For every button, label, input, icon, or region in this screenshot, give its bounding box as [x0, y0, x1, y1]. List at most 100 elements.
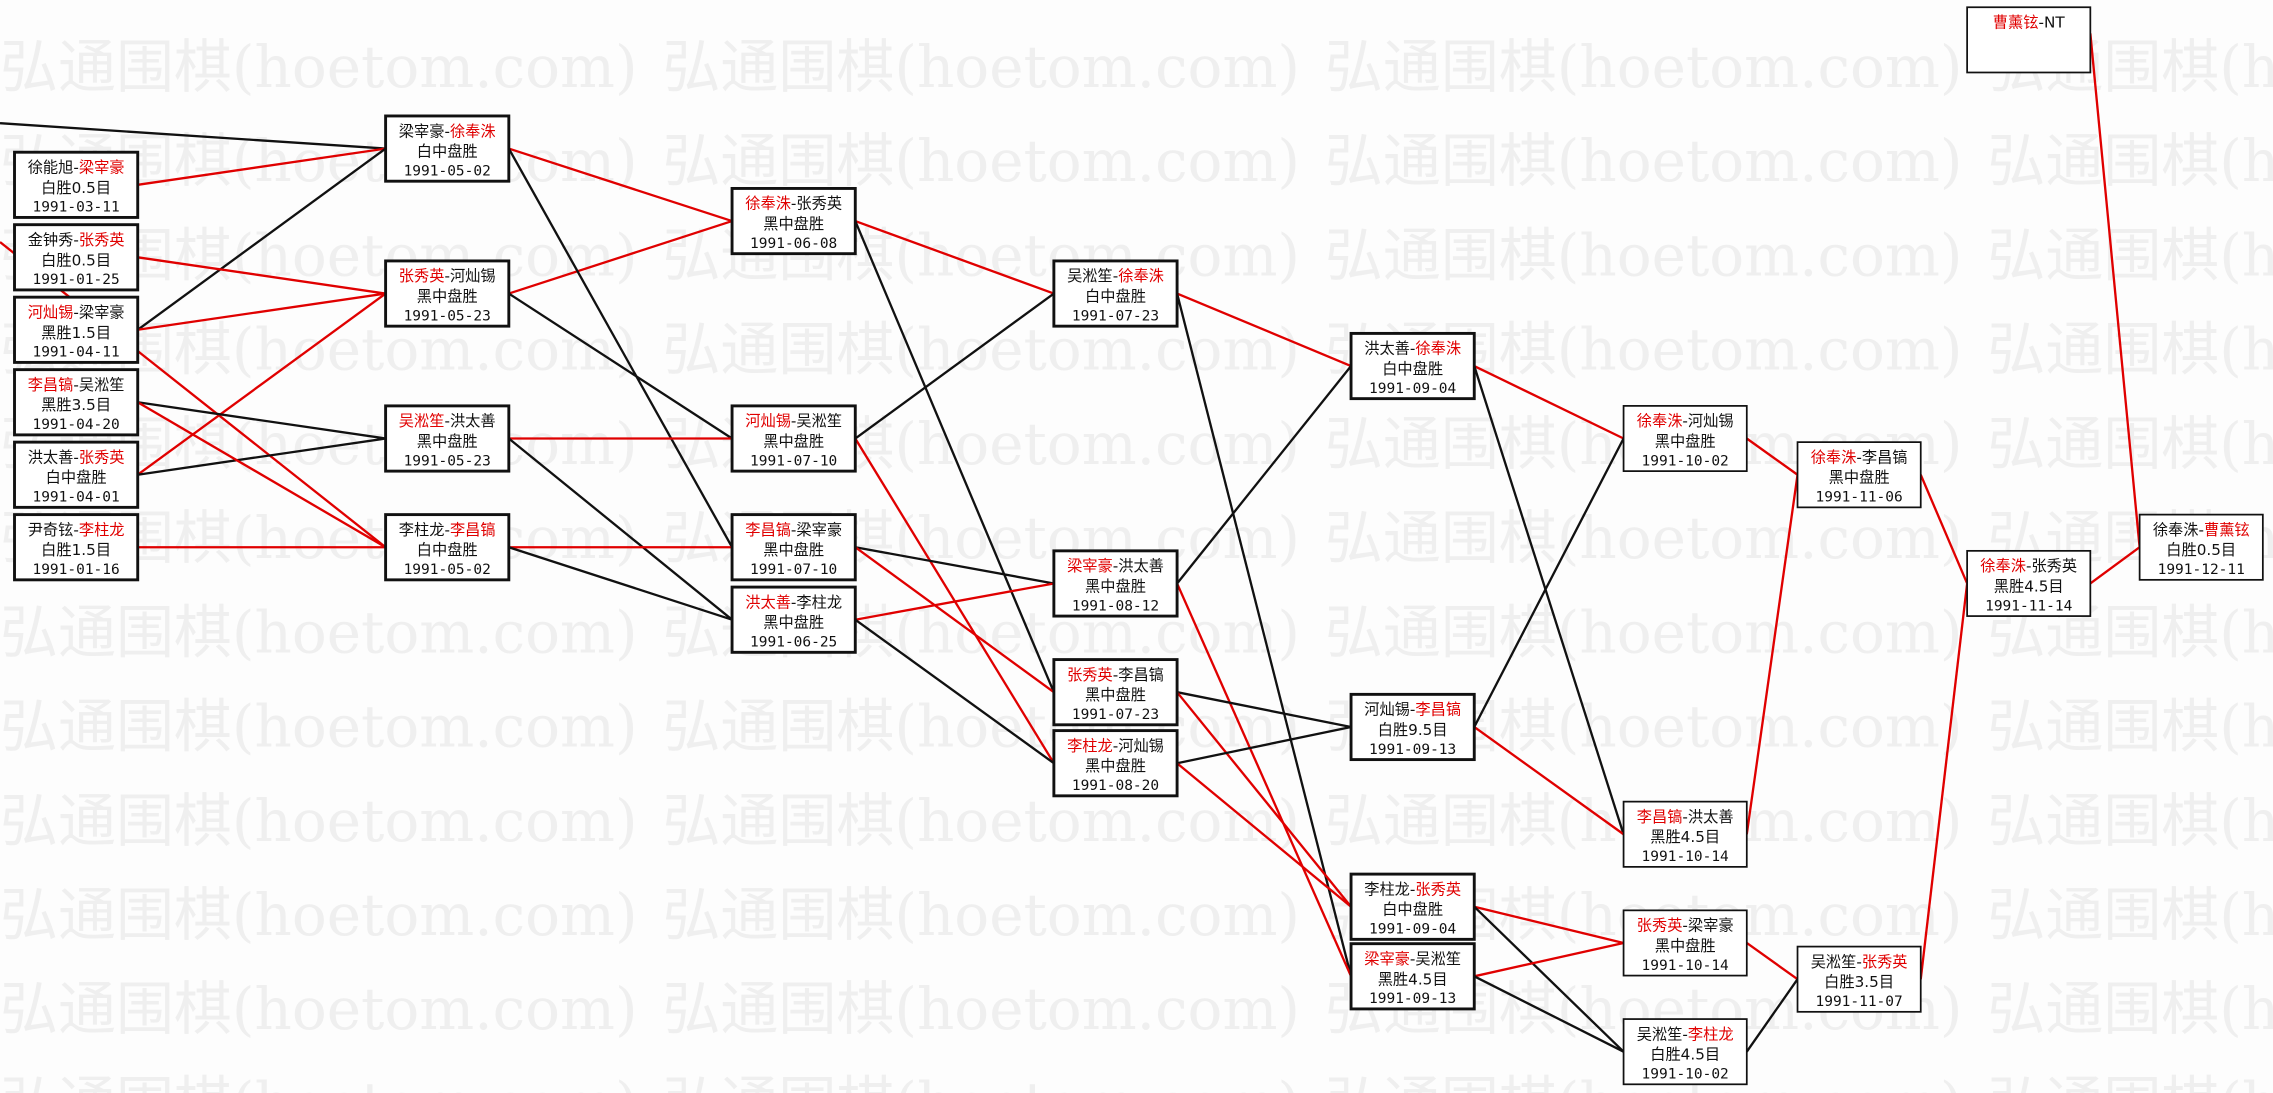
loser-advance-line — [507, 148, 734, 548]
player-separator: - — [444, 267, 450, 285]
winner-advance-line — [854, 219, 1055, 295]
white-player: 张秀英 — [1862, 953, 1908, 971]
game-box-frame — [1966, 549, 2092, 617]
game-result: 白中盘胜 — [46, 469, 107, 487]
winner-advance-line — [1746, 942, 1799, 981]
game-result: 白中盘胜 — [1085, 288, 1146, 306]
white-player: 梁宰豪 — [79, 159, 125, 177]
winner-advance-line — [1473, 726, 1625, 836]
game-result: 黑胜4.5目 — [1994, 577, 2064, 595]
watermark-text: 弘通围棋(hoetom.com) — [1987, 881, 2273, 949]
game-players: 金钟秀-张秀英 — [28, 231, 125, 249]
white-player: 河灿锡 — [1688, 412, 1734, 430]
winner-advance-line — [2089, 546, 2141, 585]
game-box-frame — [13, 150, 140, 219]
watermark-text: 弘通围棋(hoetom.com) — [662, 693, 1300, 761]
white-player: 梁宰豪 — [1688, 917, 1734, 935]
white-player: 李昌镐 — [1862, 448, 1908, 466]
white-player: 梁宰豪 — [796, 521, 842, 539]
black-player: 李昌镐 — [1637, 808, 1683, 826]
winner-advance-line — [1746, 437, 1799, 476]
player-separator: - — [73, 303, 79, 321]
player-separator: - — [1682, 917, 1688, 935]
black-player: 吴淞笙 — [1811, 953, 1857, 971]
game-box-frame — [1052, 259, 1179, 328]
white-player: 李昌镐 — [450, 521, 496, 539]
winner-advance-line — [137, 292, 386, 331]
game-result: 黑胜4.5目 — [1650, 828, 1720, 846]
loser-advance-line — [508, 437, 733, 621]
game-box-frame — [13, 440, 140, 509]
black-player: 李柱龙 — [1067, 737, 1113, 755]
game-date: 1991-01-16 — [33, 562, 120, 578]
black-player: 尹奇铉 — [28, 521, 74, 539]
bracket-lines — [0, 33, 2141, 1053]
watermark-text: 弘通围棋(hoetom.com) — [1987, 975, 2273, 1043]
game-date: 1991-09-04 — [1369, 381, 1456, 397]
game-boxes: 徐能旭-梁宰豪白胜0.5目1991-03-11金钟秀-张秀英白胜0.5目1991… — [13, 6, 2264, 1086]
player-separator: - — [791, 521, 797, 539]
game-result: 黑中盘胜 — [1085, 577, 1146, 595]
watermark-text: 弘通围棋(hoetom.com) — [662, 881, 1300, 949]
game-date: 1991-05-23 — [404, 308, 491, 324]
game-players: 曹薰铉-NT — [1993, 14, 2066, 32]
game-players: 梁宰豪-徐奉洙 — [399, 122, 496, 140]
black-player: 张秀英 — [1637, 917, 1683, 935]
game-box-frame — [384, 114, 511, 183]
loser-advance-line — [137, 437, 386, 476]
game-date: 1991-10-14 — [1642, 849, 1729, 865]
loser-advance-line — [508, 292, 733, 440]
watermark-text: 弘通围棋(hoetom.com) — [662, 127, 1300, 195]
white-player: 吴淞笙 — [79, 376, 125, 394]
player-separator: - — [73, 521, 79, 539]
game-box-frame — [13, 368, 140, 437]
game-result: 黑中盘胜 — [763, 541, 824, 559]
game-box-frame — [1622, 800, 1748, 868]
loser-advance-line — [855, 546, 1055, 585]
game-box-frame — [384, 259, 511, 328]
game-date: 1991-07-10 — [750, 562, 837, 578]
game-players: 吴淞笙-李柱龙 — [1637, 1025, 1734, 1043]
game-players: 徐能旭-梁宰豪 — [28, 159, 125, 177]
watermark-text: 弘通围棋(hoetom.com) — [0, 598, 638, 666]
game-box[interactable]: 曹薰铉-NT — [1966, 6, 2092, 74]
game-result: 白胜1.5目 — [41, 541, 111, 559]
loser-advance-line — [1175, 293, 1353, 977]
game-players: 李柱龙-河灿锡 — [1067, 737, 1164, 755]
black-player: 河灿锡 — [28, 303, 74, 321]
white-player: NT — [2044, 14, 2065, 32]
white-player: 曹薰铉 — [2204, 521, 2250, 539]
winner-advance-line — [1474, 941, 1624, 978]
white-player: 徐奉洙 — [1118, 267, 1164, 285]
